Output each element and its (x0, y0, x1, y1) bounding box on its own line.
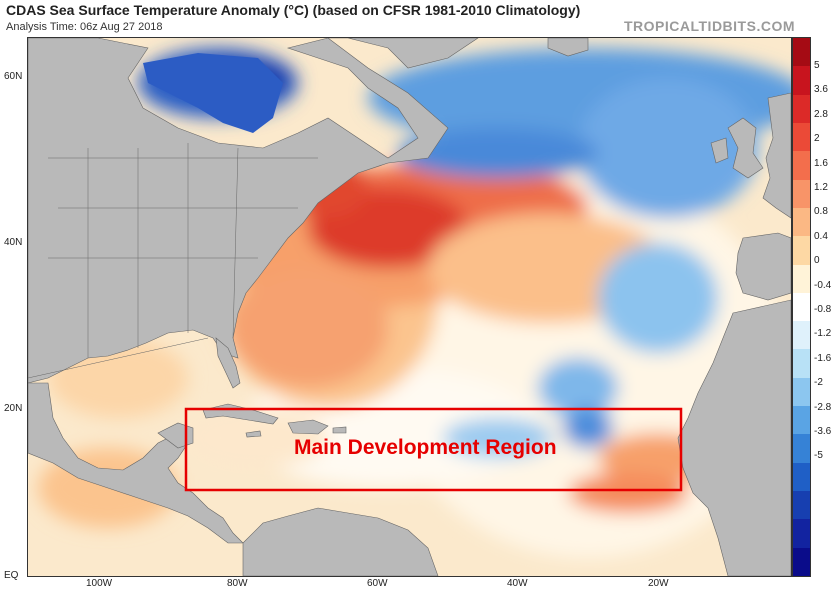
lon-label-20w: 20W (648, 578, 669, 589)
colorbar-tick-label: 3.6 (814, 84, 828, 96)
colorbar-tick-label: -5 (814, 450, 823, 462)
lon-label-60w: 60W (367, 578, 388, 589)
analysis-time: Analysis Time: 06z Aug 27 2018 (6, 21, 163, 33)
colorbar-segment (793, 349, 810, 378)
land-masses (28, 38, 791, 576)
colorbar-segment (793, 292, 810, 322)
lon-label-100w: 100W (86, 578, 113, 589)
colorbar-tick-label: 5 (814, 60, 820, 71)
sst-anomaly-map (27, 37, 792, 577)
brand-watermark: TROPICALTIDBITS.COM (623, 18, 795, 34)
colorbar-tick-label: -3.6 (814, 426, 832, 437)
colorbar-segment (793, 236, 810, 265)
lat-label-60n: 60N (4, 71, 23, 82)
lon-label-80w: 80W (227, 578, 248, 589)
colorbar-tick-label: 0.4 (814, 230, 828, 242)
colorbar-segment (793, 66, 810, 95)
colorbar-tick-label: -1.6 (814, 352, 832, 364)
colorbar-tick-label: 2 (814, 133, 820, 145)
colorbar-tick-label: 1.2 (814, 182, 828, 193)
colorbar-segment (793, 94, 810, 123)
lat-label-eq: EQ (4, 570, 19, 581)
lon-label-40w: 40W (507, 578, 528, 589)
map-title: CDAS Sea Surface Temperature Anomaly (°C… (6, 2, 581, 18)
colorbar-segment (793, 377, 810, 407)
colorbar-tick-label: -2 (814, 377, 823, 389)
colorbar-tick-label: 0.8 (814, 206, 828, 218)
colorbar-segment (793, 321, 810, 350)
lat-label-40n: 40N (4, 237, 23, 248)
colorbar (792, 37, 811, 577)
colorbar-tick-label: 2.8 (814, 108, 828, 120)
colorbar-tick-label: -2.8 (814, 401, 832, 413)
colorbar-segment (793, 38, 810, 67)
colorbar-segment (793, 491, 810, 520)
lat-label-20n: 20N (4, 403, 23, 414)
colorbar-segment (793, 519, 810, 548)
borders (28, 143, 318, 379)
colorbar-tick-label: -1.2 (814, 328, 832, 340)
colorbar-segment (793, 264, 810, 293)
colorbar-segment (793, 547, 810, 576)
colorbar-segment (793, 462, 810, 491)
colorbar-segment (793, 122, 810, 152)
colorbar-segment (793, 207, 810, 237)
main-development-region-box (184, 407, 683, 492)
colorbar-tick-label: 1.6 (814, 157, 828, 169)
map-canvas (28, 38, 791, 576)
colorbar-segment (793, 179, 810, 208)
colorbar-tick-label: 0 (814, 255, 820, 267)
colorbar-tick-label: -0.4 (814, 279, 832, 291)
colorbar-segment (793, 151, 810, 180)
mdr-label: Main Development Region (294, 436, 557, 459)
colorbar-tick-label: -0.8 (814, 304, 832, 315)
colorbar-segment (793, 406, 810, 435)
colorbar-segment (793, 434, 810, 463)
